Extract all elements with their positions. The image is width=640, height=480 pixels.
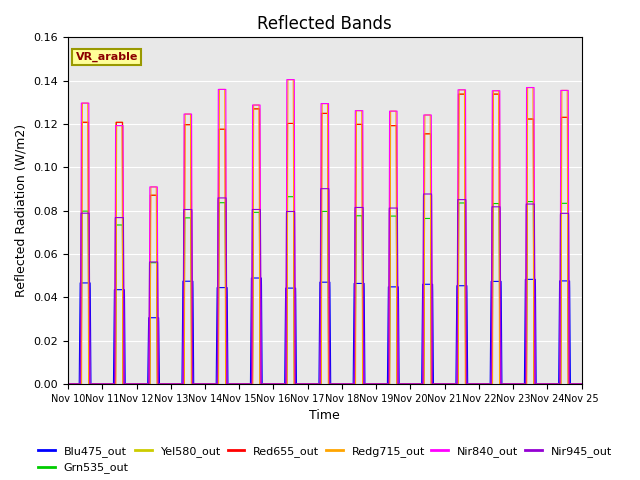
Yel580_out xyxy=(577,381,585,387)
Line: Grn535_out: Grn535_out xyxy=(68,197,582,384)
Redg715_out xyxy=(577,381,585,387)
Redg715_out xyxy=(284,77,292,83)
Line: Nir945_out: Nir945_out xyxy=(68,189,582,384)
Red655_out xyxy=(489,91,497,97)
Yel580_out xyxy=(156,381,164,387)
Redg715_out xyxy=(305,381,313,387)
Nir840_out xyxy=(305,381,313,387)
Redg715_out xyxy=(440,381,447,387)
Blu475_out xyxy=(469,381,477,387)
Red655_out xyxy=(469,381,477,387)
Nir840_out xyxy=(469,381,477,387)
Line: Red655_out: Red655_out xyxy=(68,94,582,384)
Grn535_out xyxy=(578,381,586,387)
Nir945_out xyxy=(577,381,585,387)
Line: Nir840_out: Nir840_out xyxy=(68,80,582,384)
Redg715_out xyxy=(578,381,586,387)
Line: Yel580_out: Yel580_out xyxy=(68,94,582,384)
Blu475_out xyxy=(578,381,586,387)
Title: Reflected Bands: Reflected Bands xyxy=(257,15,392,33)
Redg715_out xyxy=(469,381,477,387)
Yel580_out xyxy=(440,381,447,387)
Red655_out xyxy=(440,381,447,387)
Nir840_out xyxy=(440,381,447,387)
Nir840_out xyxy=(577,381,585,387)
Line: Blu475_out: Blu475_out xyxy=(68,278,582,384)
Y-axis label: Reflected Radiation (W/m2): Reflected Radiation (W/m2) xyxy=(15,124,28,297)
Grn535_out xyxy=(412,381,419,387)
Blu475_out xyxy=(412,381,419,387)
Nir945_out xyxy=(156,381,164,387)
Blu475_out xyxy=(248,275,255,281)
X-axis label: Time: Time xyxy=(309,409,340,422)
Nir945_out xyxy=(64,381,72,387)
Redg715_out xyxy=(64,381,72,387)
Blu475_out xyxy=(440,381,447,387)
Grn535_out xyxy=(440,381,447,387)
Nir840_out xyxy=(64,381,72,387)
Blu475_out xyxy=(577,381,585,387)
Nir840_out xyxy=(156,381,164,387)
Nir945_out xyxy=(440,381,447,387)
Nir945_out xyxy=(317,186,324,192)
Red655_out xyxy=(578,381,586,387)
Yel580_out xyxy=(578,381,586,387)
Blu475_out xyxy=(156,381,164,387)
Red655_out xyxy=(577,381,585,387)
Yel580_out xyxy=(489,91,497,97)
Red655_out xyxy=(64,381,72,387)
Grn535_out xyxy=(64,381,72,387)
Yel580_out xyxy=(305,381,313,387)
Blu475_out xyxy=(64,381,72,387)
Nir945_out xyxy=(412,381,419,387)
Legend: Blu475_out, Grn535_out, Yel580_out, Red655_out, Redg715_out, Nir840_out, Nir945_: Blu475_out, Grn535_out, Yel580_out, Red6… xyxy=(33,442,616,478)
Grn535_out xyxy=(469,381,477,387)
Yel580_out xyxy=(412,381,419,387)
Nir840_out xyxy=(578,381,586,387)
Yel580_out xyxy=(469,381,477,387)
Text: VR_arable: VR_arable xyxy=(76,52,138,62)
Yel580_out xyxy=(64,381,72,387)
Red655_out xyxy=(156,381,164,387)
Blu475_out xyxy=(305,381,313,387)
Nir945_out xyxy=(469,381,477,387)
Grn535_out xyxy=(305,381,313,387)
Nir840_out xyxy=(283,77,291,83)
Red655_out xyxy=(412,381,419,387)
Grn535_out xyxy=(156,381,164,387)
Red655_out xyxy=(305,381,313,387)
Nir840_out xyxy=(412,381,419,387)
Grn535_out xyxy=(577,381,585,387)
Redg715_out xyxy=(412,381,419,387)
Redg715_out xyxy=(156,381,164,387)
Nir945_out xyxy=(305,381,313,387)
Nir945_out xyxy=(578,381,586,387)
Grn535_out xyxy=(284,194,291,200)
Line: Redg715_out: Redg715_out xyxy=(68,80,582,384)
